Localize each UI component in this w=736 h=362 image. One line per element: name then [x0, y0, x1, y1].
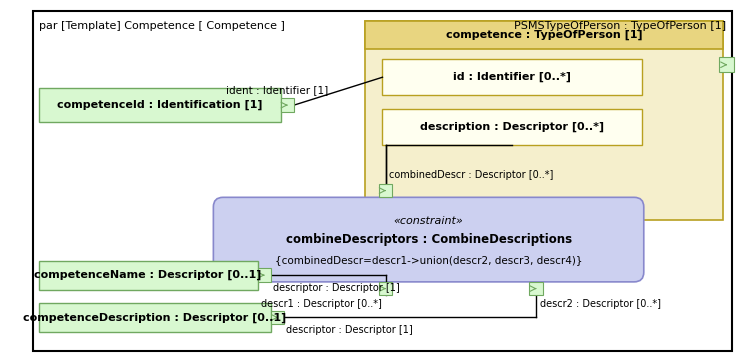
Text: competenceId : Identification [1]: competenceId : Identification [1] [57, 100, 262, 110]
Bar [280, 98, 294, 112]
Text: competence : TypeOfPerson [1]: competence : TypeOfPerson [1] [445, 30, 643, 40]
Text: par [Template] Competence [ Competence ]: par [Template] Competence [ Competence ] [38, 21, 284, 30]
Bar [271, 311, 285, 324]
Text: combineDescriptors : CombineDescriptions: combineDescriptors : CombineDescriptions [286, 233, 572, 246]
Bar [365, 21, 723, 49]
Bar [529, 282, 543, 295]
Text: ident : Identifier [1]: ident : Identifier [1] [227, 85, 329, 96]
Text: combinedDescr : Descriptor [0..*]: combinedDescr : Descriptor [0..*] [389, 170, 553, 180]
Bar [379, 184, 392, 197]
Text: competenceDescription : Descriptor [0..1]: competenceDescription : Descriptor [0..1… [23, 312, 286, 323]
Text: competenceName : Descriptor [0..1]: competenceName : Descriptor [0..1] [35, 270, 262, 280]
Text: id : Identifier [0..*]: id : Identifier [0..*] [453, 72, 571, 83]
Bar [383, 109, 642, 146]
Text: descriptor : Descriptor [1]: descriptor : Descriptor [1] [286, 325, 413, 335]
Bar [383, 59, 642, 96]
Text: description : Descriptor [0..*]: description : Descriptor [0..*] [420, 122, 604, 132]
Text: {combinedDescr=descr1->union(descr2, descr3, descr4)}: {combinedDescr=descr1->union(descr2, des… [275, 255, 582, 265]
Text: descr2 : Descriptor [0..*]: descr2 : Descriptor [0..*] [540, 299, 661, 309]
Text: descr1 : Descriptor [0..*]: descr1 : Descriptor [0..*] [261, 299, 382, 309]
Bar [258, 269, 271, 282]
Text: PSMSTypeOfPerson : TypeOfPerson [1]: PSMSTypeOfPerson : TypeOfPerson [1] [514, 21, 726, 30]
Bar [365, 21, 723, 220]
Bar [38, 88, 280, 122]
Bar [38, 261, 258, 290]
Bar [38, 303, 271, 332]
Text: descriptor : Descriptor [1]: descriptor : Descriptor [1] [273, 283, 400, 293]
Text: «constraint»: «constraint» [394, 216, 464, 226]
Bar [719, 57, 734, 72]
Bar [379, 282, 392, 295]
FancyBboxPatch shape [213, 197, 644, 282]
